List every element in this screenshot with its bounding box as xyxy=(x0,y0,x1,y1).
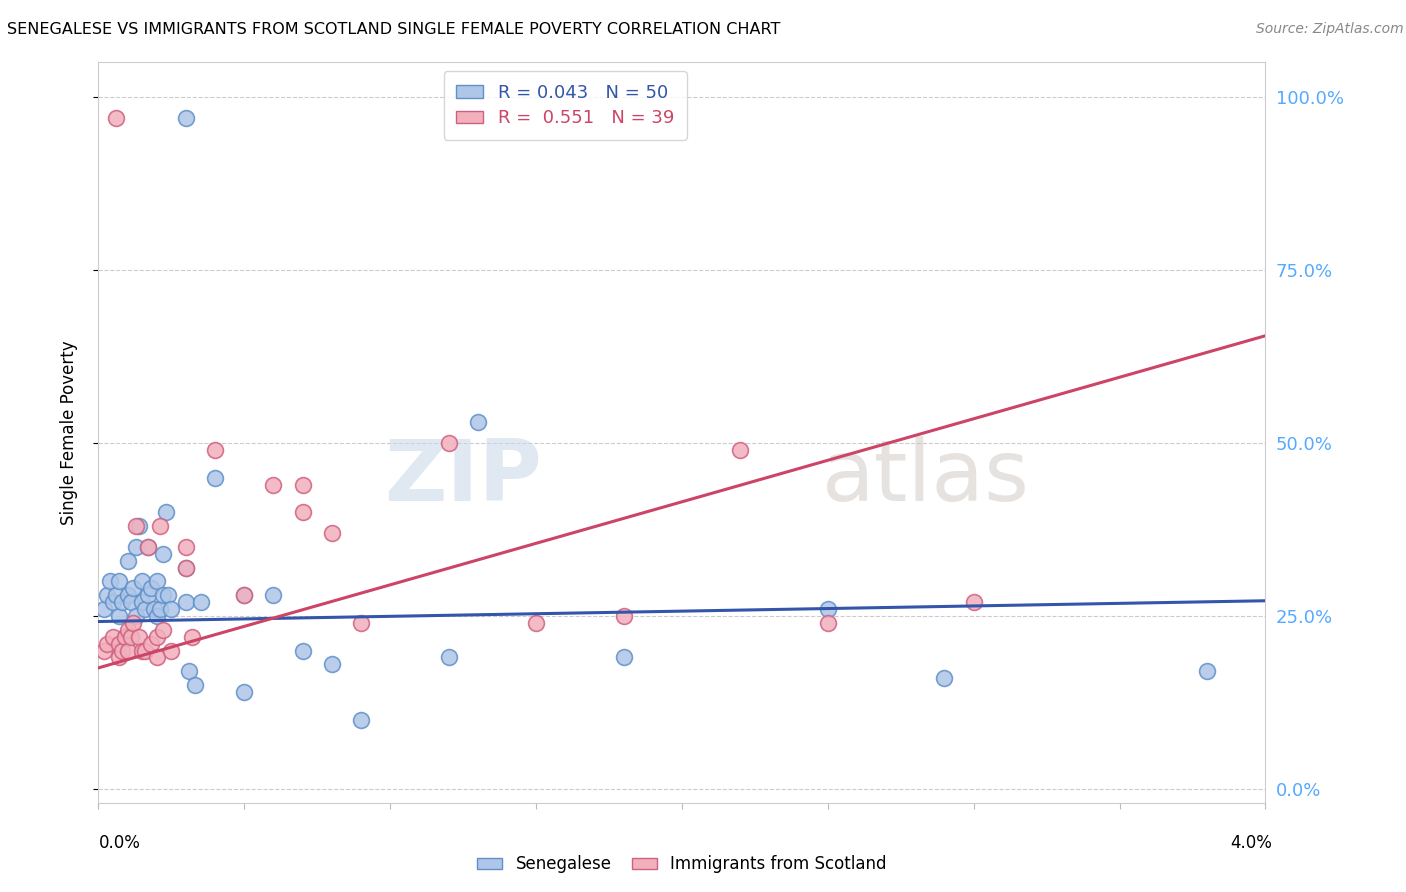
Point xyxy=(149,519,172,533)
Text: 4.0%: 4.0% xyxy=(1230,834,1272,852)
Point xyxy=(321,525,343,540)
Point xyxy=(125,609,148,624)
Point xyxy=(934,671,956,685)
Point xyxy=(1195,665,1218,679)
Point xyxy=(437,436,460,450)
Point xyxy=(101,595,124,609)
Point xyxy=(125,519,148,533)
Point xyxy=(174,111,197,125)
Point xyxy=(122,615,145,630)
Text: atlas: atlas xyxy=(823,435,1031,518)
Point xyxy=(177,665,200,679)
Point xyxy=(728,442,751,457)
Legend: Senegalese, Immigrants from Scotland: Senegalese, Immigrants from Scotland xyxy=(467,846,897,883)
Point xyxy=(160,602,183,616)
Point xyxy=(146,609,169,624)
Point xyxy=(962,595,984,609)
Point xyxy=(524,615,547,630)
Point xyxy=(152,588,174,602)
Point xyxy=(131,574,153,589)
Text: Source: ZipAtlas.com: Source: ZipAtlas.com xyxy=(1256,22,1403,37)
Point xyxy=(146,574,169,589)
Point xyxy=(291,505,314,519)
Point xyxy=(152,547,174,561)
Point xyxy=(142,602,165,616)
Point xyxy=(108,574,131,589)
Point xyxy=(108,609,131,624)
Point xyxy=(183,678,205,692)
Point xyxy=(262,588,284,602)
Point xyxy=(233,588,256,602)
Point xyxy=(111,643,134,657)
Point xyxy=(350,615,373,630)
Y-axis label: Single Female Poverty: Single Female Poverty xyxy=(59,341,77,524)
Point xyxy=(120,595,142,609)
Point xyxy=(131,643,153,657)
Point xyxy=(817,615,839,630)
Point xyxy=(108,650,131,665)
Point xyxy=(204,442,226,457)
Point xyxy=(117,623,139,637)
Point xyxy=(204,470,226,484)
Point xyxy=(108,637,131,651)
Point xyxy=(437,650,460,665)
Point xyxy=(136,540,159,554)
Point xyxy=(139,637,162,651)
Point xyxy=(190,595,212,609)
Point xyxy=(321,657,343,672)
Point xyxy=(157,588,180,602)
Point xyxy=(117,588,139,602)
Point xyxy=(128,630,150,644)
Point xyxy=(93,602,115,616)
Point xyxy=(136,540,159,554)
Point xyxy=(96,588,118,602)
Point xyxy=(146,650,169,665)
Point xyxy=(136,588,159,602)
Point xyxy=(174,540,197,554)
Point xyxy=(101,630,124,644)
Text: SENEGALESE VS IMMIGRANTS FROM SCOTLAND SINGLE FEMALE POVERTY CORRELATION CHART: SENEGALESE VS IMMIGRANTS FROM SCOTLAND S… xyxy=(7,22,780,37)
Point xyxy=(160,643,183,657)
Point xyxy=(128,519,150,533)
Point xyxy=(233,588,256,602)
Point xyxy=(155,505,177,519)
Point xyxy=(174,560,197,574)
Point xyxy=(291,643,314,657)
Point xyxy=(467,415,489,429)
Point xyxy=(125,540,148,554)
Point xyxy=(117,554,139,568)
Point xyxy=(139,582,162,596)
Point xyxy=(149,602,172,616)
Point xyxy=(134,643,156,657)
Point xyxy=(350,713,373,727)
Point xyxy=(291,477,314,491)
Point xyxy=(817,602,839,616)
Point xyxy=(111,595,134,609)
Text: ZIP: ZIP xyxy=(384,435,541,518)
Point xyxy=(114,630,136,644)
Point xyxy=(98,574,121,589)
Point xyxy=(152,623,174,637)
Point xyxy=(174,560,197,574)
Point xyxy=(96,637,118,651)
Point xyxy=(262,477,284,491)
Point xyxy=(93,643,115,657)
Point xyxy=(104,588,127,602)
Point xyxy=(134,602,156,616)
Point xyxy=(612,650,634,665)
Point xyxy=(122,582,145,596)
Point xyxy=(612,609,634,624)
Point xyxy=(104,111,127,125)
Point xyxy=(233,685,256,699)
Text: 0.0%: 0.0% xyxy=(98,834,141,852)
Point xyxy=(117,643,139,657)
Point xyxy=(146,630,169,644)
Point xyxy=(114,630,136,644)
Point xyxy=(120,630,142,644)
Point xyxy=(180,630,202,644)
Point xyxy=(131,595,153,609)
Point xyxy=(174,595,197,609)
